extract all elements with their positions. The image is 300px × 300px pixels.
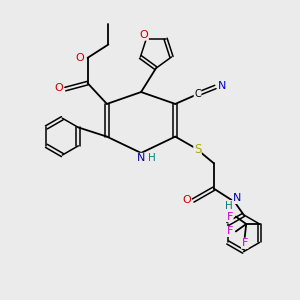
Text: O: O bbox=[140, 30, 148, 40]
Text: O: O bbox=[75, 53, 84, 63]
Text: O: O bbox=[182, 195, 191, 205]
Text: O: O bbox=[54, 82, 63, 93]
Text: F: F bbox=[242, 238, 248, 248]
Text: N: N bbox=[137, 153, 145, 163]
Text: S: S bbox=[194, 142, 201, 156]
Text: F: F bbox=[227, 212, 233, 222]
Text: H: H bbox=[148, 153, 155, 163]
Text: N: N bbox=[218, 81, 226, 92]
Text: F: F bbox=[227, 226, 233, 236]
Text: C: C bbox=[194, 88, 201, 98]
Text: H: H bbox=[225, 201, 232, 211]
Text: N: N bbox=[233, 194, 241, 203]
